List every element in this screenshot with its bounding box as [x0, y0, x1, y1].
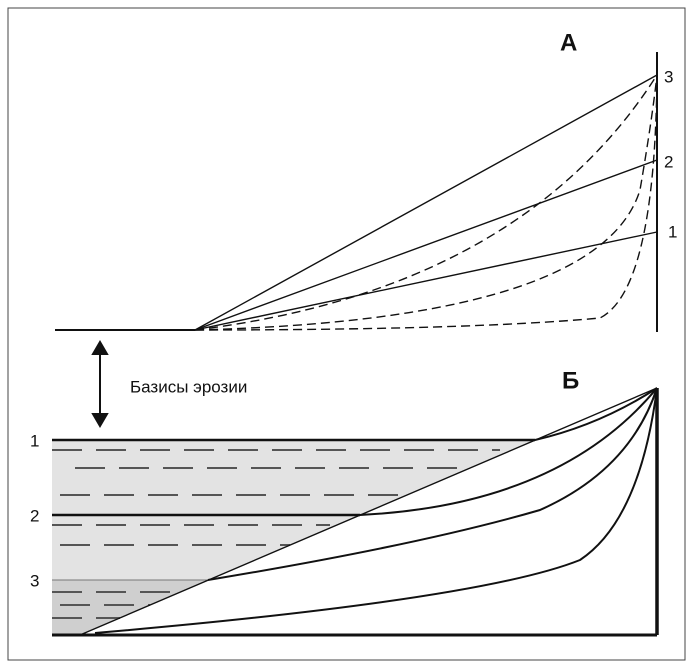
level-label: 3 — [664, 67, 673, 86]
level-label: 2 — [30, 506, 39, 525]
level-label: 1 — [668, 222, 677, 241]
level-label: 1 — [30, 431, 39, 450]
arrow — [91, 340, 109, 428]
level-label: 3 — [30, 571, 39, 590]
level-label: 2 — [664, 152, 673, 171]
panel-b — [52, 387, 659, 637]
frame — [7, 7, 686, 661]
caption: Базисы эрозии — [130, 377, 247, 396]
panel-label: Б — [562, 367, 579, 394]
panel-label: А — [560, 29, 577, 56]
panel-a — [55, 52, 658, 332]
